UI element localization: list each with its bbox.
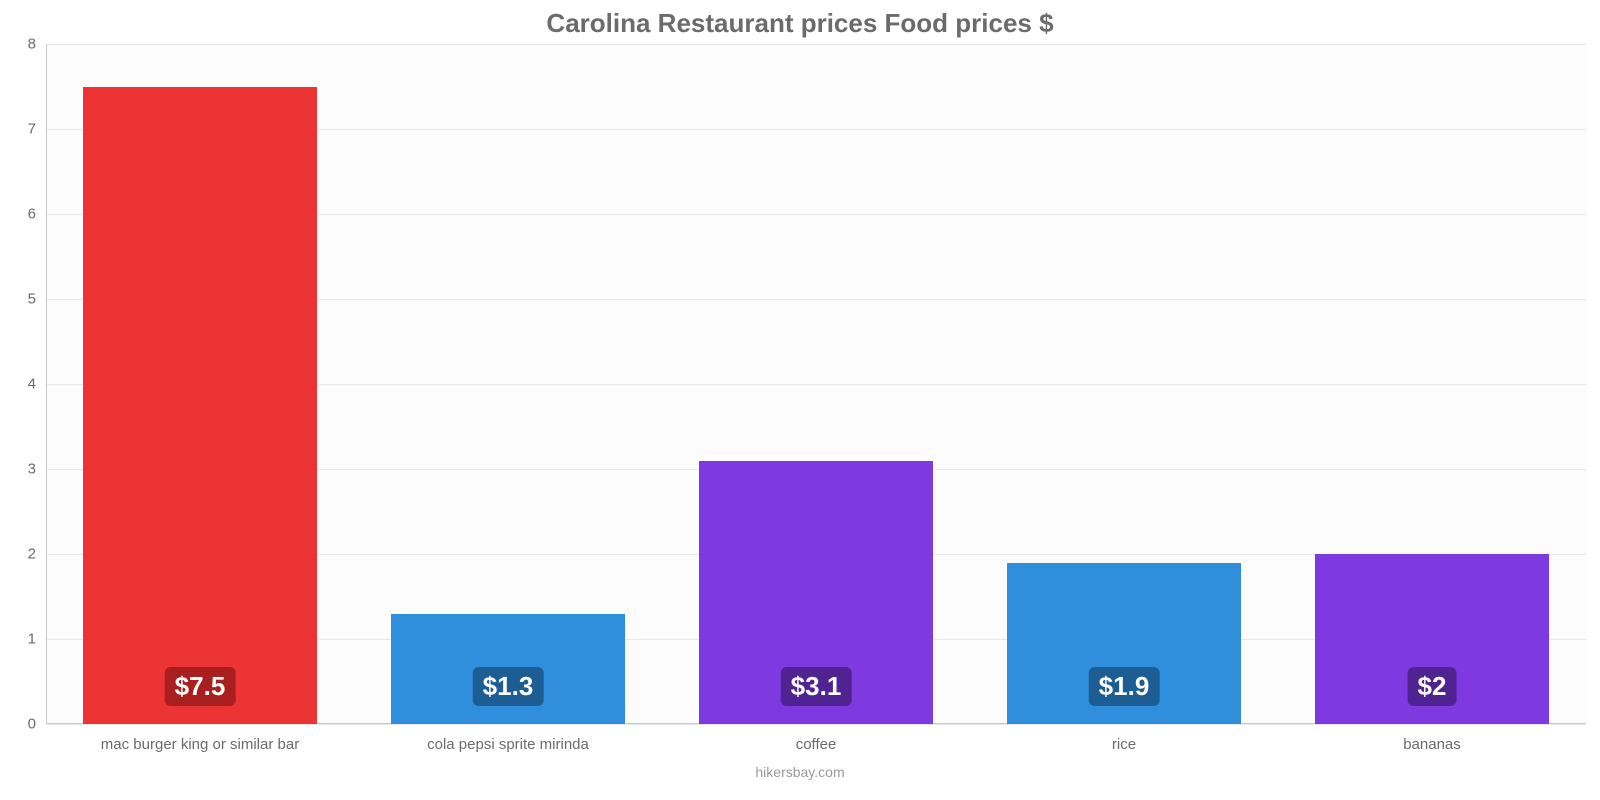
x-tick-label: cola pepsi sprite mirinda xyxy=(427,724,589,753)
plot-area: 012345678$7.5mac burger king or similar … xyxy=(46,44,1586,724)
y-tick-label: 8 xyxy=(28,36,46,53)
bar: $7.5 xyxy=(83,87,317,725)
chart-title: Carolina Restaurant prices Food prices $ xyxy=(0,8,1600,39)
y-tick-label: 7 xyxy=(28,121,46,138)
bar: $1.9 xyxy=(1007,563,1241,725)
x-tick-label: mac burger king or similar bar xyxy=(101,724,299,753)
x-tick-label: bananas xyxy=(1403,724,1461,753)
bar: $2 xyxy=(1315,554,1549,724)
y-tick-label: 0 xyxy=(28,716,46,733)
value-badge: $2 xyxy=(1408,667,1457,706)
bar: $3.1 xyxy=(699,461,933,725)
value-badge: $1.9 xyxy=(1089,667,1160,706)
y-axis-line xyxy=(46,44,47,724)
value-badge: $7.5 xyxy=(165,667,236,706)
chart-credit: hikersbay.com xyxy=(755,764,844,780)
x-tick-label: coffee xyxy=(796,724,837,753)
y-tick-label: 2 xyxy=(28,546,46,563)
y-tick-label: 4 xyxy=(28,376,46,393)
value-badge: $1.3 xyxy=(473,667,544,706)
price-chart: Carolina Restaurant prices Food prices $… xyxy=(0,0,1600,800)
bar: $1.3 xyxy=(391,614,625,725)
x-tick-label: rice xyxy=(1112,724,1136,753)
value-badge: $3.1 xyxy=(781,667,852,706)
y-tick-label: 6 xyxy=(28,206,46,223)
grid-line xyxy=(46,44,1586,45)
y-tick-label: 1 xyxy=(28,631,46,648)
y-tick-label: 5 xyxy=(28,291,46,308)
y-tick-label: 3 xyxy=(28,461,46,478)
